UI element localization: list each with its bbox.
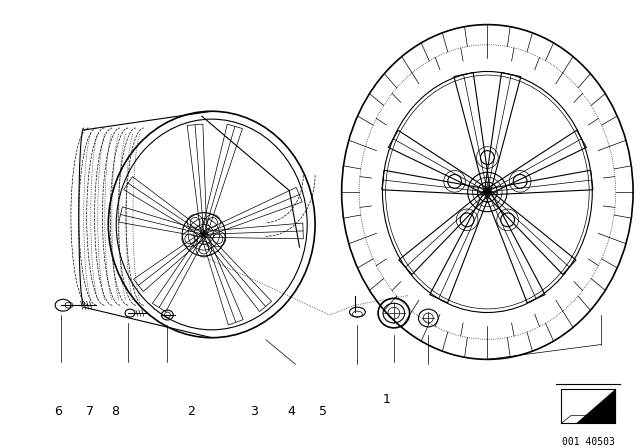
Text: 4: 4 — [288, 405, 296, 418]
Text: 1: 1 — [382, 393, 390, 406]
Text: 3: 3 — [250, 405, 258, 418]
Text: 5: 5 — [319, 405, 327, 418]
Text: 2: 2 — [187, 405, 195, 418]
Text: 7: 7 — [86, 405, 94, 418]
Text: 6: 6 — [54, 405, 63, 418]
Text: 001 40503: 001 40503 — [562, 437, 615, 447]
Polygon shape — [576, 389, 616, 423]
Text: 8: 8 — [111, 405, 119, 418]
